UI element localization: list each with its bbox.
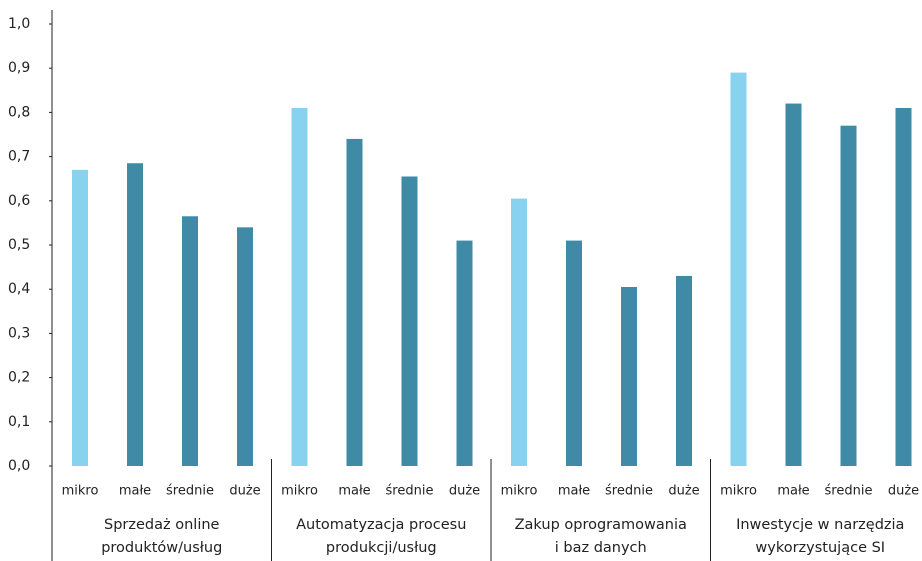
y-tick-label: 0,3	[8, 325, 30, 341]
x-tick-label: duże	[229, 484, 260, 499]
bar	[291, 107, 308, 466]
bar	[621, 286, 637, 466]
y-tick-label: 0,1	[8, 414, 30, 430]
group-label: wykorzystujące SI	[755, 540, 885, 556]
x-tick-label: mikro	[281, 484, 318, 499]
y-tick-label: 0,6	[8, 193, 30, 209]
y-tick-label: 0,4	[8, 281, 30, 297]
x-tick-label: małe	[558, 484, 590, 499]
group-label: produktów/usług	[101, 540, 222, 556]
y-tick-label: 0,8	[8, 104, 30, 120]
x-tick-label: małe	[119, 484, 151, 499]
x-tick-label: duże	[888, 484, 919, 499]
bar	[401, 176, 418, 467]
x-tick-label: mikro	[720, 484, 757, 499]
bar	[785, 103, 802, 466]
x-tick-label: duże	[449, 484, 480, 499]
group-label: Automatyzacja procesu	[296, 517, 466, 533]
bar	[346, 138, 363, 467]
y-tick-label: 0,2	[8, 370, 30, 386]
group-label: produkcji/usług	[326, 540, 437, 556]
y-tick-label: 0,9	[8, 60, 30, 76]
group-label: Zakup oprogramowania	[515, 517, 687, 533]
bar	[840, 125, 857, 466]
group-label: Inwestycje w narzędzia	[736, 517, 904, 533]
x-tick-label: małe	[777, 484, 809, 499]
y-tick-label: 0,7	[8, 149, 30, 165]
bar	[72, 169, 88, 467]
y-tick-label: 1,0	[8, 16, 30, 32]
y-tick-label: 0,5	[8, 237, 30, 253]
x-tick-label: średnie	[605, 484, 653, 499]
x-tick-label: mikro	[62, 484, 99, 499]
bar	[511, 198, 527, 466]
group-label: Sprzedaż online	[104, 517, 220, 533]
x-tick-label: średnie	[386, 484, 434, 499]
bar	[730, 72, 747, 467]
x-tick-label: średnie	[825, 484, 873, 499]
x-tick-label: mikro	[501, 484, 538, 499]
bar	[566, 240, 582, 466]
bar	[895, 107, 912, 466]
bar	[127, 163, 143, 467]
x-tick-label: średnie	[166, 484, 214, 499]
group-label: i baz danych	[555, 540, 647, 556]
bar	[182, 216, 198, 466]
y-tick-label: 0,0	[8, 458, 30, 474]
bar	[237, 227, 253, 466]
bar	[676, 275, 692, 466]
bar	[456, 240, 473, 466]
x-tick-label: duże	[668, 484, 699, 499]
x-tick-label: małe	[338, 484, 370, 499]
